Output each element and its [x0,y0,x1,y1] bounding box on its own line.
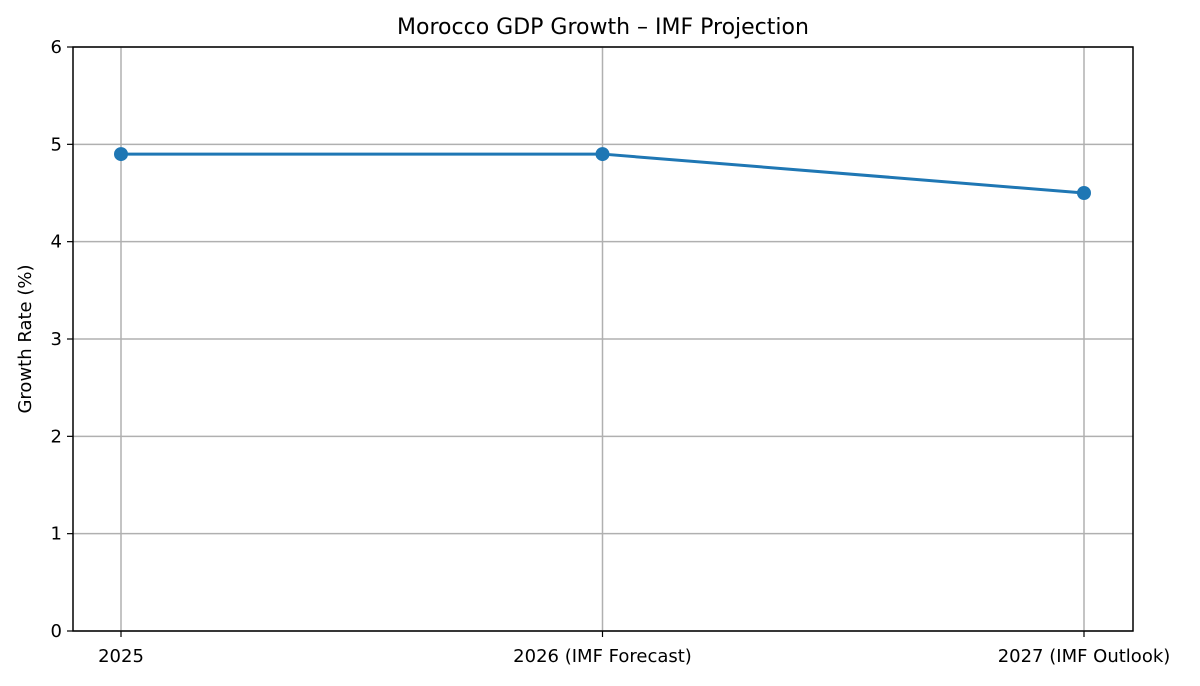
plot-frame [72,46,1134,632]
series-line [114,147,1091,200]
x-tick-label: 2026 (IMF Forecast) [513,646,692,667]
y-tick-label: 5 [51,134,62,155]
y-tick-label: 0 [51,621,62,642]
x-tick-label: 2027 (IMF Outlook) [998,646,1171,667]
ticks: 0 1 2 3 4 5 6 2025 2026 (IMF Forecast) 2027 (IMF … [51,37,1171,667]
y-axis-label: Growth Rate (%) [15,264,36,413]
data-point [595,147,610,162]
y-tick-label: 3 [51,329,62,350]
data-point [1077,186,1091,200]
y-tick-label: 2 [51,426,62,447]
x-tick-label: 2025 [98,646,144,667]
y-tick-label: 6 [51,37,62,58]
y-tick-label: 4 [51,232,62,253]
data-point [114,147,128,162]
y-tick-label: 1 [51,524,62,545]
grid [73,46,1133,632]
chart-title: Morocco GDP Growth – IMF Projection [397,15,809,40]
